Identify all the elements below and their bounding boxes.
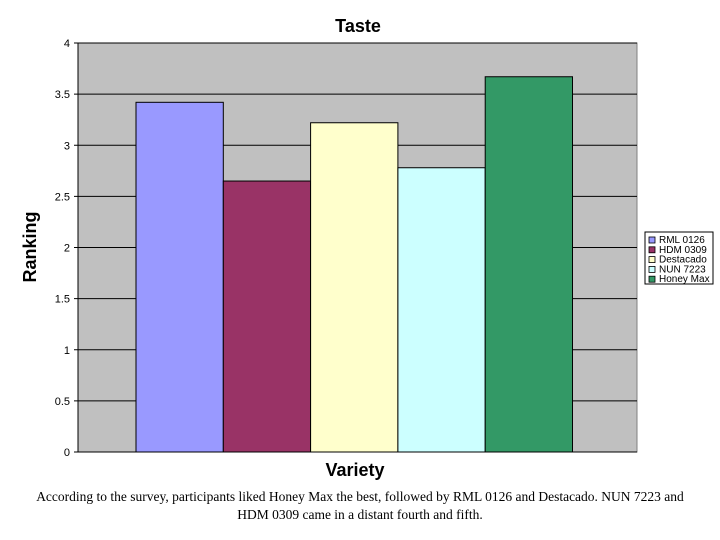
chart-title: Taste: [335, 16, 381, 36]
y-tick-label: 4: [64, 38, 70, 50]
bars: [135, 76, 574, 453]
y-tick-label: 1.5: [55, 294, 70, 306]
legend-label: Destacado: [659, 255, 707, 266]
y-axis-ticks: 0 0.5 1 1.5 2 2.5 3 3.5 4: [55, 38, 78, 459]
y-tick-label: 3.5: [55, 89, 70, 101]
x-axis-title: Variety: [325, 460, 384, 480]
chart: 00.511.522.533.54 Taste Variety Ranking …: [20, 16, 714, 480]
legend-swatch: [648, 246, 656, 254]
bar-destacado: [310, 122, 399, 453]
legend-label: Honey Max: [659, 274, 710, 285]
legend-swatch: [648, 256, 656, 264]
legend-swatch: [648, 275, 656, 283]
legend-label: HDM 0309: [659, 245, 707, 256]
y-axis-title: Ranking: [20, 211, 40, 282]
y-tick-label: 1: [64, 345, 70, 357]
bar-honey-max: [484, 76, 574, 453]
bar-hdm-0309: [222, 180, 312, 453]
chart-caption: According to the survey, participants li…: [36, 489, 684, 522]
y-tick-label: 0.5: [55, 396, 70, 408]
legend-swatch: [648, 236, 656, 244]
y-tick-label: 2.5: [55, 191, 70, 203]
legend-box: [644, 231, 714, 285]
legend-label: RML 0126: [659, 235, 705, 246]
legend-label: NUN 7223: [659, 264, 706, 275]
y-tick-label: 0: [64, 447, 70, 459]
bar-rml-0126: [135, 101, 224, 453]
y-tick-label: 2: [64, 243, 70, 255]
y-tick-label: 3: [64, 140, 70, 152]
bar-nun-7223: [397, 167, 486, 453]
legend-swatch: [648, 265, 656, 273]
